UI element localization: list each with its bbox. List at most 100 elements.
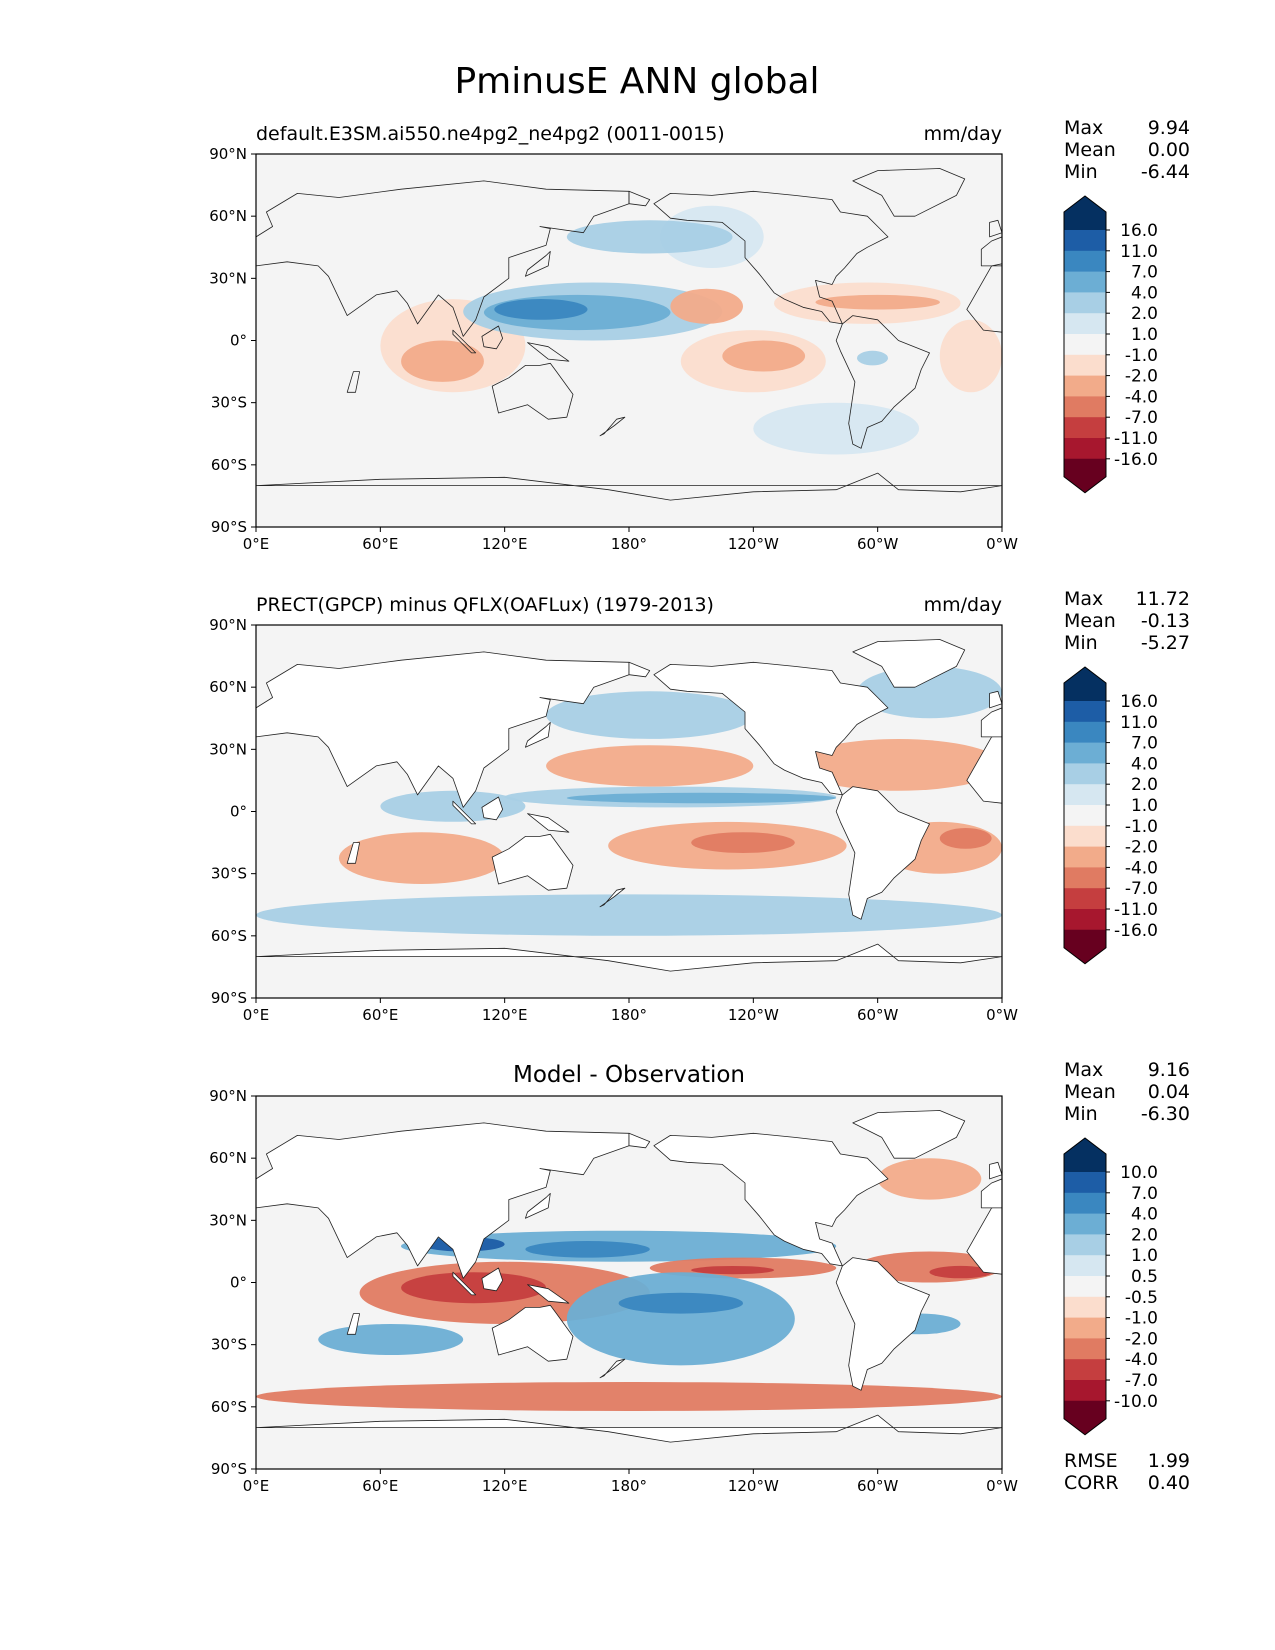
lat-label: 90°N [209, 616, 247, 634]
colorbar-extend-min [1064, 458, 1106, 493]
colorbar-label: -1.0 [1125, 1309, 1158, 1329]
coastline [599, 887, 626, 908]
lat-label: 60°S [211, 927, 247, 945]
lat-label: 30°S [211, 394, 247, 412]
data-region [546, 691, 754, 739]
coastline [628, 661, 651, 678]
colorbar-extend-max [1064, 1138, 1106, 1172]
colorbar: 10.07.04.02.01.00.5-0.5-1.0-2.0-4.0-7.0-… [1063, 1137, 1158, 1436]
colorbar: 16.011.07.04.02.01.0-1.0-2.0-4.0-7.0-11.… [1063, 666, 1158, 965]
lat-label: 30°N [209, 1211, 247, 1229]
lon-label: 120°E [482, 1006, 528, 1024]
coastline [346, 371, 361, 393]
coastline [527, 1284, 570, 1304]
data-region [939, 319, 1002, 393]
coastline [835, 786, 930, 920]
data-region [525, 1241, 650, 1258]
panels-layer: 90°N60°N30°N0°30°S60°S90°S0°E 60°E 120°E 18… [209, 117, 1190, 1495]
coastline [256, 1122, 630, 1279]
colorbar-outline [1063, 1137, 1107, 1436]
colorbar-bin [1064, 784, 1106, 806]
colorbar-bin [1064, 396, 1106, 418]
lon-label: 60°W [857, 1477, 899, 1495]
colorbar-label: -7.0 [1125, 1371, 1158, 1391]
colorbar-label: 7.0 [1131, 1184, 1158, 1204]
colorbar-label: 16.0 [1120, 692, 1158, 712]
colorbar-label: -2.0 [1125, 838, 1158, 858]
data-region [794, 739, 1002, 791]
colorbar-bin [1064, 1172, 1106, 1194]
coastline [491, 1304, 574, 1362]
stat-value: -0.13 [1141, 610, 1190, 632]
panel-reference: 90°N 60°N 30°N 0° 30°S 60°S 90°S0°E 60°E 120°E 18… [209, 588, 1190, 1024]
lon-label: 60°E [362, 1006, 398, 1024]
colorbar-bin [1064, 230, 1106, 252]
colorbar-label: -10.0 [1114, 1392, 1158, 1412]
data-region [256, 894, 1002, 936]
coastline [527, 342, 570, 362]
coastline [481, 796, 504, 821]
colorbar-bin [1064, 1234, 1106, 1256]
colorbar-outline [1063, 195, 1107, 494]
coastline [653, 190, 889, 325]
stat-value: -6.44 [1141, 161, 1190, 183]
colorbar-bin [1064, 313, 1106, 335]
map-area [256, 1096, 1002, 1469]
lon-label: 60°E [362, 1477, 398, 1495]
colorbar-bin [1064, 805, 1106, 827]
lon-label: 120°E [482, 535, 528, 553]
colorbar-bin [1064, 1255, 1106, 1277]
stat-value: 0.00 [1148, 139, 1190, 161]
colorbar-label: 2.0 [1131, 775, 1158, 795]
data-region [929, 1265, 992, 1279]
colorbar-label: 10.0 [1120, 1163, 1158, 1183]
coastline [989, 1161, 1002, 1180]
data-region [753, 402, 920, 455]
data-region [670, 288, 743, 324]
lon-label: 0°E [243, 535, 270, 553]
lat-label: 90°N [209, 145, 247, 163]
coastline [525, 250, 551, 277]
coastline [481, 1267, 504, 1292]
figure-title: PminusE ANN global [454, 61, 819, 102]
lon-label: 120°W [728, 1477, 779, 1495]
colorbar-bin [1064, 1380, 1106, 1402]
coastline [256, 472, 1002, 527]
lon-label: 180° [611, 1006, 647, 1024]
colorbar-bin [1064, 1338, 1106, 1360]
lat-label: 0° [230, 1274, 247, 1292]
stat-label: Mean [1064, 139, 1116, 161]
coastline [966, 734, 1002, 885]
lon-label: 120°E [482, 1477, 528, 1495]
colorbar-bin [1064, 1296, 1106, 1319]
lat-label: 60°N [209, 1149, 247, 1167]
colorbar-label: 1.0 [1131, 325, 1158, 345]
coastline [346, 842, 361, 864]
coastline [980, 236, 1002, 267]
colorbar-label: 1.0 [1131, 796, 1158, 816]
coastline [256, 943, 1002, 998]
lat-label: 30°S [211, 1336, 247, 1354]
colorbar-bin [1064, 271, 1106, 293]
lon-label: 60°E [362, 535, 398, 553]
colorbar-bin [1064, 1276, 1106, 1298]
colorbar-label: -7.0 [1125, 408, 1158, 428]
panel-title: Model - Observation [513, 1062, 745, 1088]
coastline [256, 1414, 1002, 1469]
colorbar-label: 2.0 [1131, 1225, 1158, 1245]
colorbar-outline [1063, 666, 1107, 965]
colorbar-label: 4.0 [1131, 283, 1158, 303]
data-region [815, 294, 940, 310]
colorbar-bin [1064, 1192, 1106, 1215]
stat-value: 9.16 [1148, 1059, 1190, 1081]
colorbar-label: 4.0 [1131, 1205, 1158, 1225]
colorbar-label: -1.0 [1125, 817, 1158, 837]
stat-value: 0.04 [1148, 1081, 1190, 1103]
stat-label: Mean [1064, 1081, 1116, 1103]
panel-units: mm/day [924, 123, 1002, 145]
coastline [989, 219, 1002, 238]
data-region [939, 828, 992, 849]
colorbar-label: -4.0 [1125, 387, 1158, 407]
data-region [494, 299, 588, 320]
coastline [256, 180, 630, 337]
